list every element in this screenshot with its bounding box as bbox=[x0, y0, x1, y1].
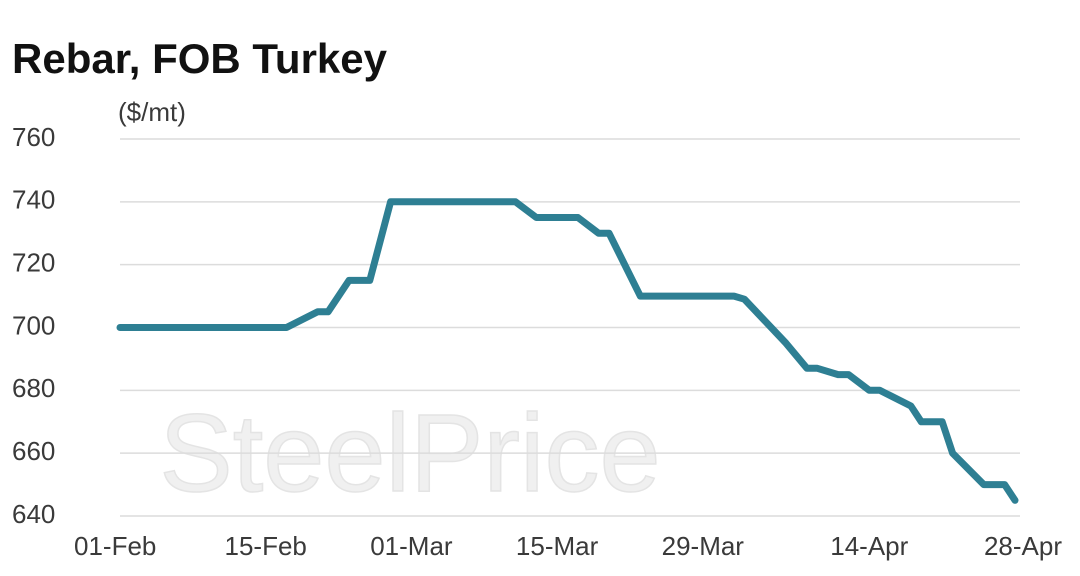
y-tick-label: 720 bbox=[12, 248, 55, 278]
x-tick-label: 14-Apr bbox=[830, 531, 908, 561]
y-tick-label: 680 bbox=[12, 373, 55, 403]
line-series bbox=[116, 198, 1019, 504]
x-tick-label: 15-Mar bbox=[516, 531, 599, 561]
x-tick-label: 01-Mar bbox=[370, 531, 453, 561]
y-tick-label: 640 bbox=[12, 499, 55, 529]
x-tick-label: 28-Apr bbox=[984, 531, 1062, 561]
y-tick-label: 700 bbox=[12, 310, 55, 340]
y-tick-label: 660 bbox=[12, 436, 55, 466]
y-tick-label: 740 bbox=[12, 185, 55, 215]
x-tick-label: 15-Feb bbox=[225, 531, 307, 561]
chart-title: Rebar, FOB Turkey bbox=[12, 35, 388, 82]
y-axis-label: ($/mt) bbox=[118, 97, 186, 127]
x-tick-label: 29-Mar bbox=[662, 531, 745, 561]
x-tick-label: 01-Feb bbox=[74, 531, 156, 561]
y-tick-label: 760 bbox=[12, 122, 55, 152]
